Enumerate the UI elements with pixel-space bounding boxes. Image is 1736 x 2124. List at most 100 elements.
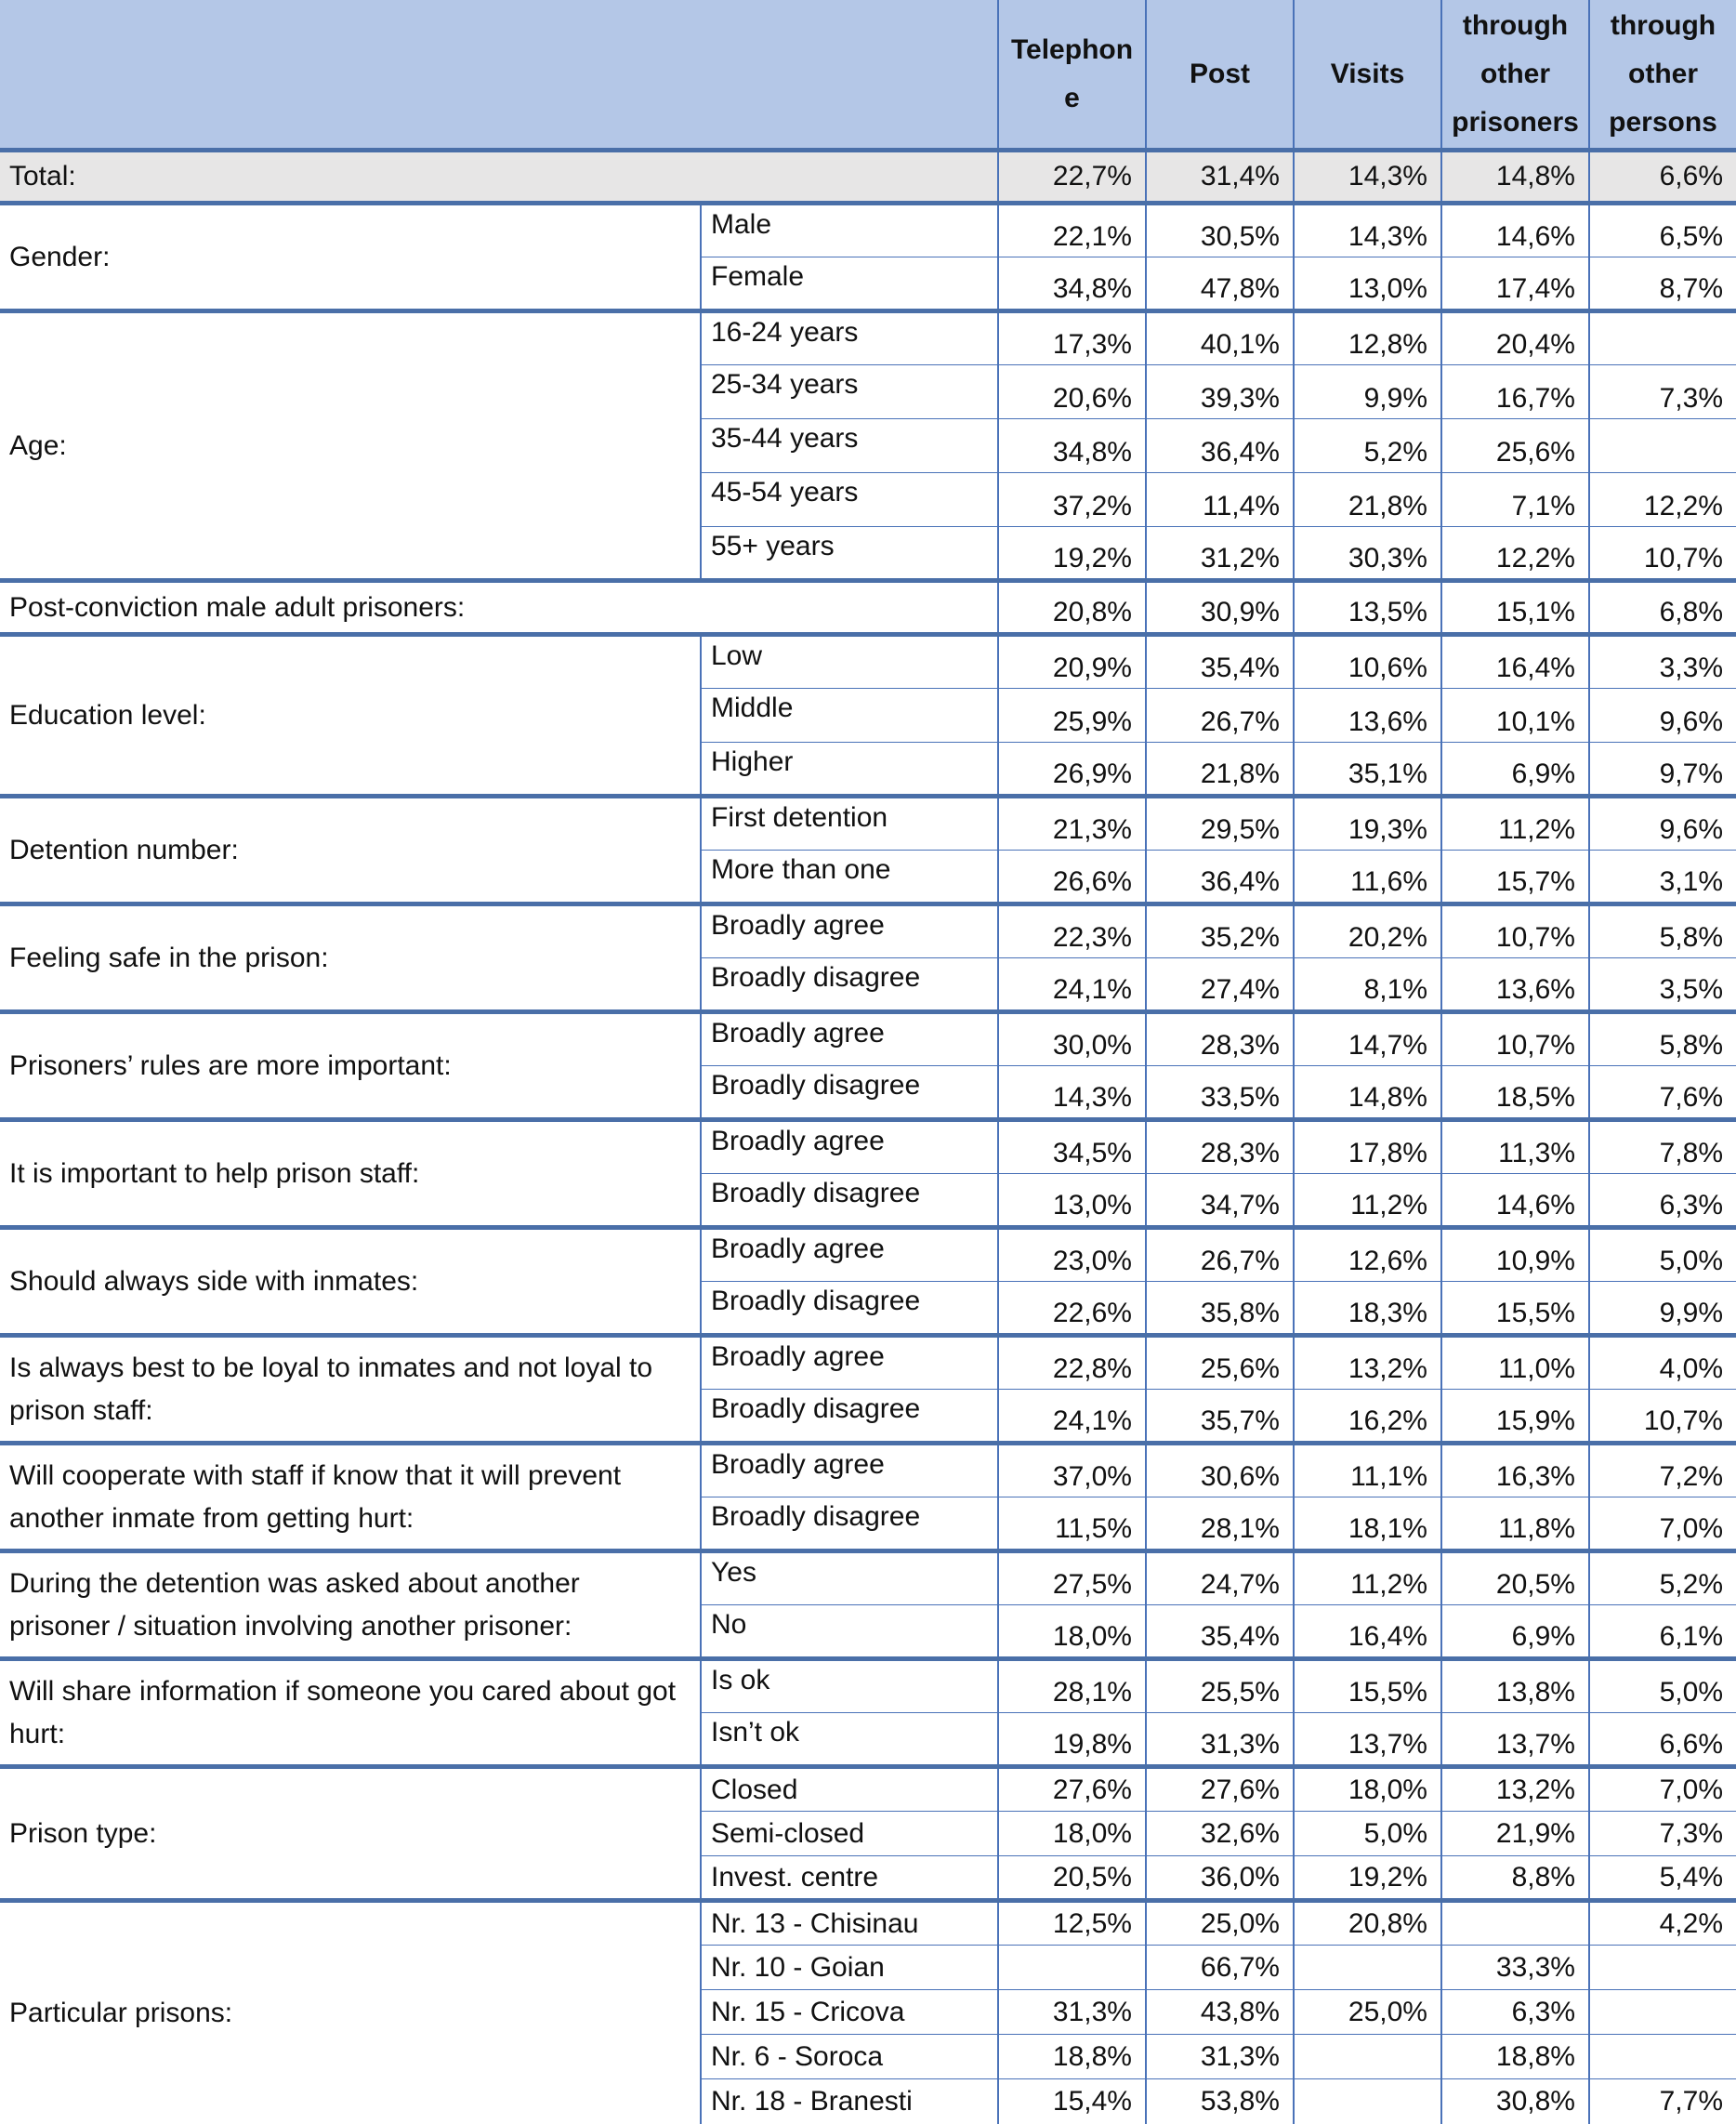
value-cell: 36,0% [1145, 1855, 1294, 1901]
value-cell: 40,1% [1145, 309, 1294, 365]
value-cell: 20,8% [997, 578, 1146, 635]
value-cell: 15,4% [997, 2078, 1146, 2124]
value-cell: 8,8% [1440, 1855, 1589, 1901]
table-row: Particular prisons: Nr. 13 - Chisinau 12,5… [0, 1898, 1736, 2124]
value-cell: 16,3% [1440, 1441, 1589, 1497]
table-row: Nr. 6 - Soroca 18,8% 31,3% 18,8% [0, 2034, 1736, 2079]
value-cell: 13,0% [997, 1173, 1146, 1228]
table-row: Broadly disagree 24,1% 27,4% 8,1% 13,6% 3,5% [0, 957, 1736, 1012]
value-cell: 7,7% [1588, 2078, 1736, 2124]
header-blank [0, 0, 998, 151]
value-cell: 13,7% [1440, 1712, 1589, 1767]
group-label: Feeling safe in the prison: [0, 902, 701, 1012]
group-label: It is important to help prison staff: [0, 1117, 701, 1228]
value-cell: 35,2% [1145, 902, 1294, 958]
value-cell: 14,7% [1293, 1009, 1441, 1066]
table-row: 55+ years 19,2% 31,2% 30,3% 12,2% 10,7% [0, 526, 1736, 581]
value-cell: 22,3% [997, 902, 1146, 958]
value-cell: 24,1% [997, 1389, 1146, 1444]
table-row: During the detention was asked about ano… [0, 1549, 1736, 1659]
value-cell: 30,6% [1145, 1441, 1294, 1497]
subgroup-label: Is ok [700, 1656, 998, 1713]
value-cell: 22,6% [997, 1281, 1146, 1336]
subgroup-label: Invest. centre [700, 1855, 998, 1901]
total-value: 14,3% [1293, 148, 1441, 204]
table-row: Middle 25,9% 26,7% 13,6% 10,1% 9,6% [0, 688, 1736, 743]
table-row: Broadly disagree 24,1% 35,7% 16,2% 15,9% 10,7… [0, 1389, 1736, 1444]
table-row: Isn’t ok 19,8% 31,3% 13,7% 13,7% 6,6% [0, 1712, 1736, 1767]
value-cell: 15,1% [1440, 578, 1589, 635]
value-cell: 9,9% [1588, 1281, 1736, 1336]
value-cell: 6,6% [1588, 1712, 1736, 1767]
value-cell [1293, 2078, 1441, 2124]
table-row: Feeling safe in the prison: Broadly agree… [0, 902, 1736, 1012]
value-cell: 21,3% [997, 794, 1146, 851]
value-cell: 7,2% [1588, 1441, 1736, 1497]
total-value: 14,8% [1440, 148, 1589, 204]
value-cell: 23,0% [997, 1225, 1146, 1282]
value-cell: 34,8% [997, 257, 1146, 311]
value-cell: 35,4% [1145, 632, 1294, 689]
subgroup-label: 45-54 years [700, 472, 998, 527]
table-row: Female 34,8% 47,8% 13,0% 17,4% 8,7% [0, 257, 1736, 311]
subgroup-label: Low [700, 632, 998, 689]
value-cell: 34,8% [997, 418, 1146, 473]
value-cell: 43,8% [1145, 1989, 1294, 2035]
value-cell [1588, 1945, 1736, 1990]
value-cell: 10,7% [1440, 1009, 1589, 1066]
value-cell: 11,0% [1440, 1333, 1589, 1390]
value-cell: 25,6% [1145, 1333, 1294, 1390]
value-cell: 39,3% [1145, 364, 1294, 419]
subgroup-label: 55+ years [700, 526, 998, 581]
subgroup-label: Isn’t ok [700, 1712, 998, 1767]
group-label: Is always best to be loyal to inmates an… [0, 1333, 701, 1444]
value-cell: 18,3% [1293, 1281, 1441, 1336]
value-cell: 20,2% [1293, 902, 1441, 958]
subgroup-label: Nr. 6 - Soroca [700, 2034, 998, 2079]
value-cell: 11,4% [1145, 472, 1294, 527]
subgroup-label: Nr. 13 - Chisinau [700, 1898, 998, 1946]
value-cell: 10,7% [1588, 1389, 1736, 1444]
value-cell: 5,8% [1588, 902, 1736, 958]
group-label: Prisoners’ rules are more important: [0, 1009, 701, 1120]
value-cell: 12,2% [1440, 526, 1589, 581]
value-cell: 4,2% [1588, 1898, 1736, 1946]
value-cell: 18,1% [1293, 1497, 1441, 1551]
value-cell: 20,6% [997, 364, 1146, 419]
subgroup-label: Closed [700, 1764, 998, 1812]
subgroup-label: 25-34 years [700, 364, 998, 419]
value-cell: 35,4% [1145, 1604, 1294, 1659]
group-label: Will share information if someone you ca… [0, 1656, 701, 1767]
value-cell: 10,7% [1588, 526, 1736, 581]
value-cell: 9,9% [1293, 364, 1441, 419]
value-cell: 6,5% [1588, 201, 1736, 257]
value-cell: 15,5% [1293, 1656, 1441, 1713]
value-cell: 33,5% [1145, 1065, 1294, 1120]
value-cell: 11,2% [1293, 1173, 1441, 1228]
value-cell: 17,3% [997, 309, 1146, 365]
value-cell: 31,3% [1145, 1712, 1294, 1767]
value-cell: 33,3% [1440, 1945, 1589, 1990]
value-cell: 5,8% [1588, 1009, 1736, 1066]
table-row: Education level: Low 20,9% 35,4% 10,6% 16,4% 3… [0, 632, 1736, 797]
value-cell: 15,5% [1440, 1281, 1589, 1336]
value-cell: 14,6% [1440, 1173, 1589, 1228]
value-cell: 16,2% [1293, 1389, 1441, 1444]
group-label: Will cooperate with staff if know that i… [0, 1441, 701, 1551]
subgroup-label: 16-24 years [700, 309, 998, 365]
value-cell: 37,0% [997, 1441, 1146, 1497]
value-cell: 16,7% [1440, 364, 1589, 419]
subgroup-label: Broadly disagree [700, 1497, 998, 1551]
subgroup-label: 35-44 years [700, 418, 998, 473]
value-cell: 7,0% [1588, 1497, 1736, 1551]
value-cell: 21,8% [1293, 472, 1441, 527]
value-cell: 4,0% [1588, 1333, 1736, 1390]
value-cell: 13,0% [1293, 257, 1441, 311]
header-other-prisoners: through other prisoners [1440, 0, 1589, 151]
value-cell: 3,1% [1588, 850, 1736, 904]
value-cell: 27,4% [1145, 957, 1294, 1012]
value-cell: 34,5% [997, 1117, 1146, 1174]
table-row: Will share information if someone you ca… [0, 1656, 1736, 1767]
subgroup-label: Broadly agree [700, 1009, 998, 1066]
